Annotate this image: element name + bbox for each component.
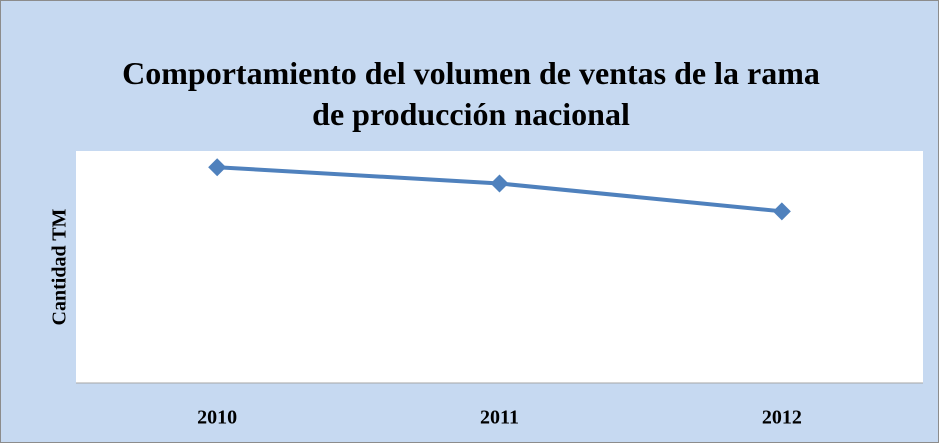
chart-title: Comportamiento del volumen de ventas de … [122, 55, 820, 132]
x-tick-label: 2012 [762, 407, 802, 429]
y-axis-label: Cantidad TM [49, 208, 71, 325]
marker [772, 202, 791, 221]
marker [490, 174, 509, 193]
x-tick-label: 2010 [197, 407, 237, 429]
marker [208, 158, 227, 177]
x-tick-label: 2011 [480, 407, 519, 429]
